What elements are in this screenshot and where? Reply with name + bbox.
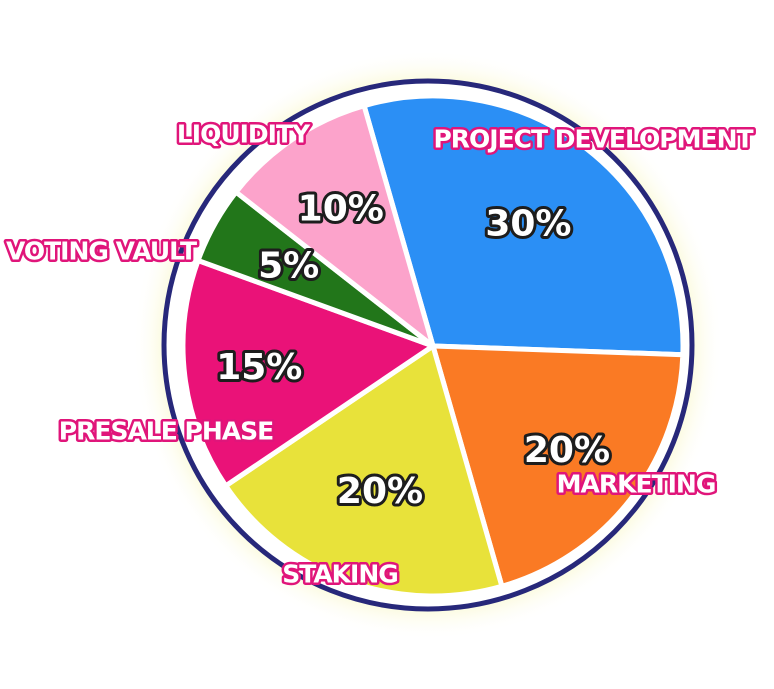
category-label-marketing: MARKETING (557, 470, 716, 499)
slice-marketing (430, 343, 686, 589)
slice-project-development (361, 93, 686, 358)
percent-label-voting-vault: 5% (258, 246, 319, 287)
category-label-liquidity: LIQUIDITY (177, 120, 311, 149)
slice-presale-phase (180, 257, 436, 489)
percent-label-staking: 20% (337, 471, 423, 512)
percent-label-project-development: 30% (485, 203, 571, 244)
category-label-presale-phase: PRESALE PHASE (59, 417, 273, 446)
category-label-project-development: PROJECT DEVELOPMENT (433, 125, 753, 154)
category-label-staking: STAKING (282, 560, 398, 589)
pie-slices (180, 93, 686, 599)
percent-label-presale-phase: 15% (216, 347, 302, 388)
percent-labels: 30% 20% 20% 15% 5% 10% (213, 186, 613, 515)
category-label-voting-vault: VOTING VAULT (6, 237, 197, 266)
percent-label-marketing: 20% (524, 430, 610, 471)
slice-liquidity (233, 103, 436, 349)
category-labels: PROJECT DEVELOPMENT MARKETING STAKING PRESA… (3, 117, 757, 591)
percent-label-liquidity: 10% (298, 189, 384, 230)
slice-staking (223, 343, 505, 599)
